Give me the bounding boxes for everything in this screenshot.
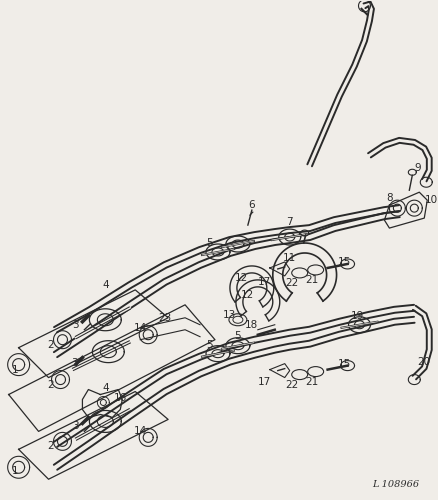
- Text: 3: 3: [72, 422, 78, 432]
- Text: 1: 1: [11, 466, 18, 476]
- Text: 15: 15: [337, 257, 350, 267]
- Text: 2: 2: [47, 380, 54, 390]
- Text: 3: 3: [72, 320, 78, 330]
- Polygon shape: [82, 390, 122, 417]
- Text: 14: 14: [133, 322, 147, 332]
- Text: L 108966: L 108966: [371, 480, 418, 489]
- Text: 4: 4: [102, 382, 109, 392]
- Text: 13: 13: [223, 310, 236, 320]
- Text: 2: 2: [47, 340, 54, 349]
- Text: 16: 16: [113, 392, 127, 402]
- Text: 9: 9: [413, 164, 420, 173]
- Text: 12: 12: [241, 290, 254, 300]
- Text: 5: 5: [206, 340, 213, 349]
- Text: 6: 6: [248, 200, 254, 210]
- Text: 8: 8: [385, 193, 392, 203]
- Text: 12: 12: [235, 273, 248, 283]
- Text: 5: 5: [234, 330, 240, 340]
- Text: 2: 2: [47, 442, 54, 452]
- Text: 22: 22: [284, 380, 298, 390]
- Text: 11: 11: [283, 253, 296, 263]
- Text: 14: 14: [133, 426, 147, 436]
- Text: 22: 22: [284, 278, 298, 288]
- Text: 23: 23: [158, 313, 171, 323]
- Text: 7: 7: [286, 217, 293, 227]
- Text: 4: 4: [102, 280, 109, 290]
- Text: 10: 10: [424, 195, 437, 205]
- Polygon shape: [384, 192, 426, 228]
- Text: 15: 15: [337, 358, 350, 368]
- Text: 5: 5: [206, 238, 213, 248]
- Text: 21: 21: [304, 275, 318, 285]
- Text: 3: 3: [71, 358, 78, 368]
- Text: 1: 1: [11, 364, 18, 374]
- Text: 18: 18: [245, 320, 258, 330]
- Text: 17: 17: [258, 376, 271, 386]
- Text: 19: 19: [350, 311, 363, 321]
- Text: 20: 20: [417, 356, 430, 366]
- Text: 17: 17: [258, 277, 271, 287]
- Text: 21: 21: [304, 376, 318, 386]
